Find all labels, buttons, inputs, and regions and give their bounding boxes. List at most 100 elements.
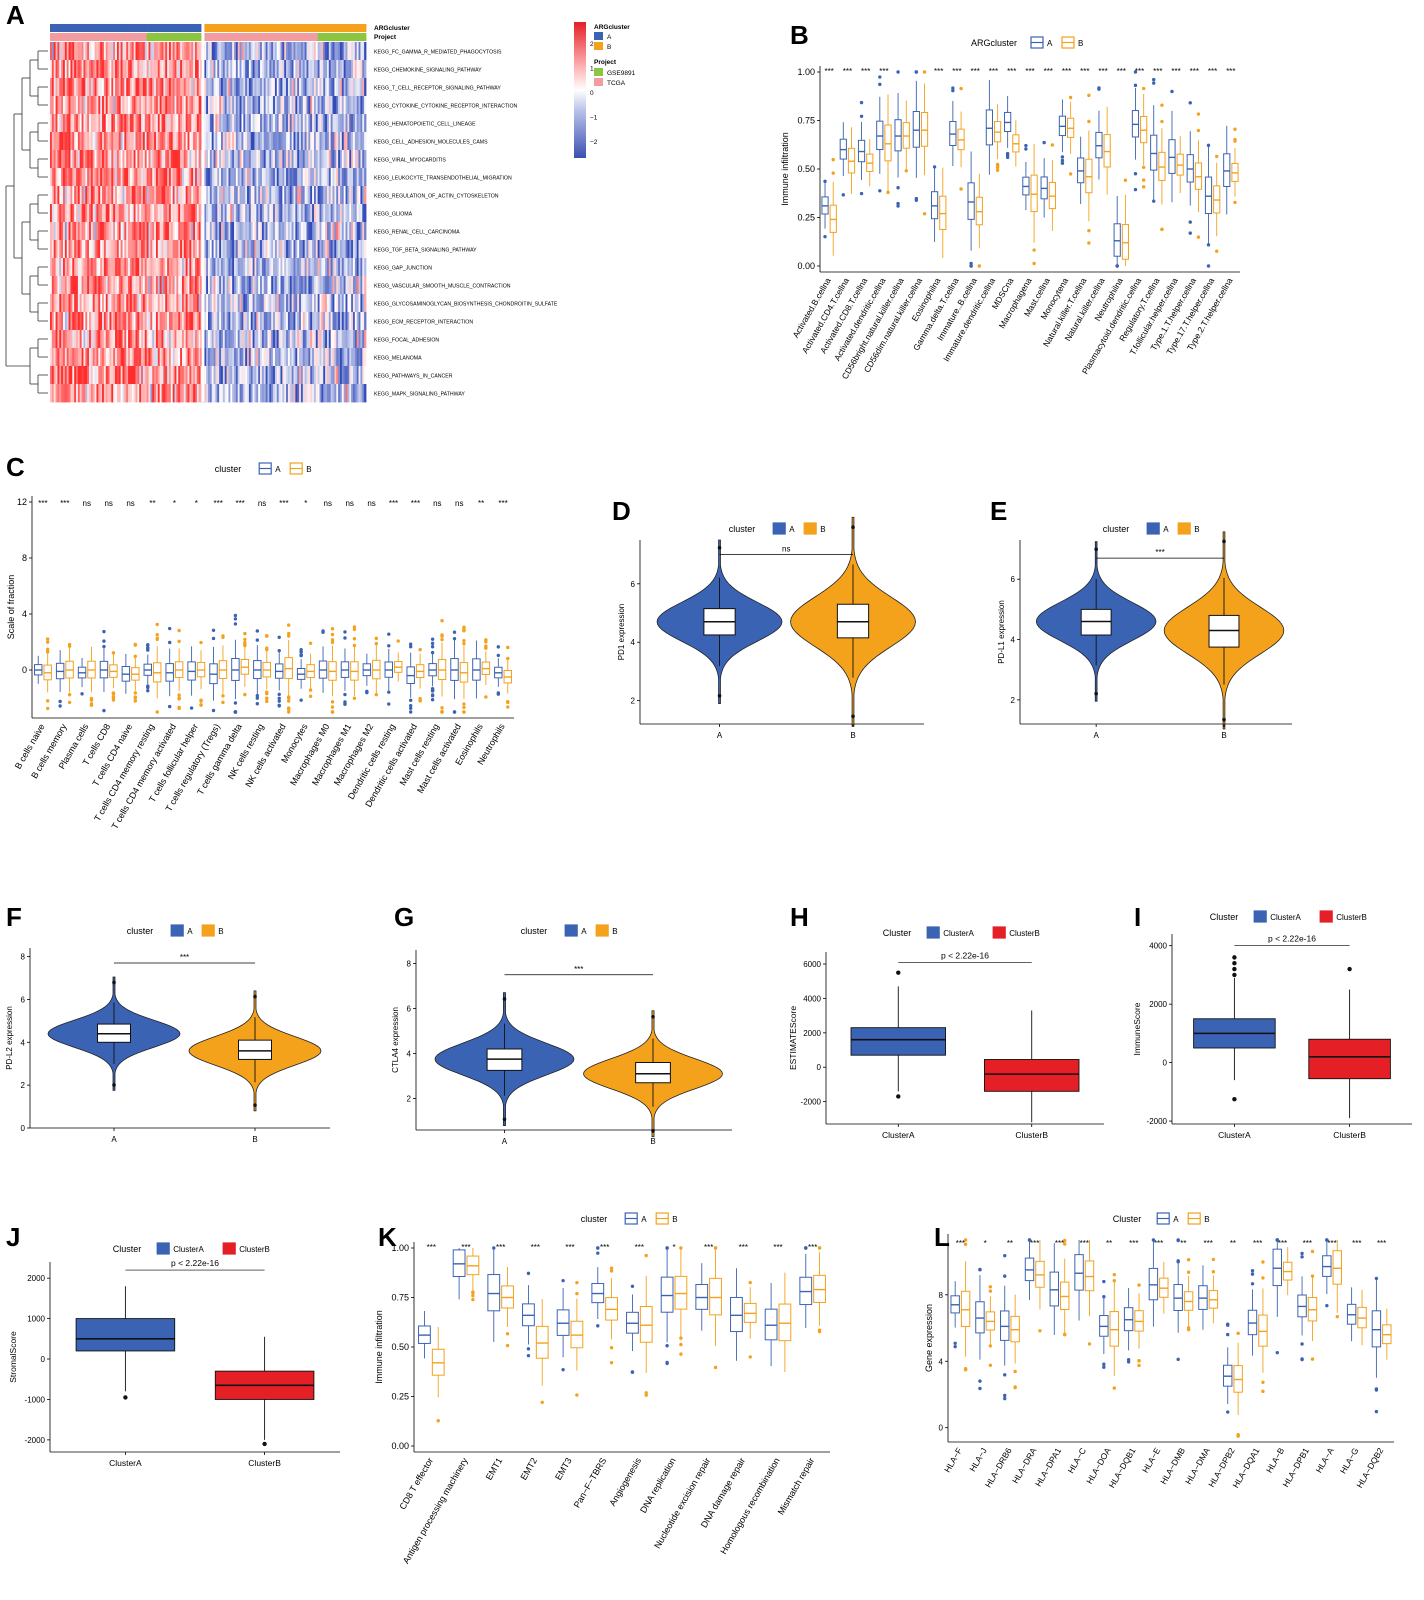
color-scale-tick: 2 (590, 41, 594, 48)
heatmap-cell (55, 348, 58, 367)
heatmap-cell (122, 60, 125, 79)
annotation-cell-argcluster (351, 24, 354, 32)
heatmap-cell (90, 78, 94, 97)
outlier-point (102, 629, 106, 634)
heatmap-cell (319, 204, 322, 223)
y-tick-label: 2 (631, 697, 636, 706)
heatmap-cell (146, 222, 149, 241)
heatmap-cell (115, 240, 118, 259)
heatmap-cell (161, 204, 164, 223)
legend-legend-label-clustera: ClusterA (1270, 913, 1301, 922)
heatmap-cell (291, 78, 294, 97)
heatmap-cell (254, 348, 257, 367)
heatmap-cell (295, 42, 298, 61)
outlier-point (1005, 155, 1010, 160)
annotation-cell-argcluster (319, 24, 322, 32)
heatmap-cell (152, 312, 155, 331)
heatmap-cell (250, 60, 254, 79)
annotation-cell-argcluster (325, 24, 328, 32)
heatmap-cell (226, 348, 229, 367)
heatmap-cell (362, 168, 365, 187)
heatmap-cell (239, 330, 242, 349)
heatmap-cell (228, 168, 231, 187)
heatmap-cell (92, 330, 96, 349)
heatmap-cell (278, 168, 281, 187)
outlier-point (277, 692, 281, 697)
heatmap-cell (187, 330, 190, 349)
heatmap-cell (142, 186, 146, 205)
heatmap-cell (76, 78, 79, 97)
heatmap-cell (338, 168, 341, 187)
annotation-cell-project (165, 33, 168, 41)
heatmap-cell (193, 186, 196, 205)
heatmap-cell (258, 168, 261, 187)
heatmap-cell (68, 348, 71, 367)
heatmap-cell (273, 132, 276, 151)
heatmap-cell (286, 348, 289, 367)
category-group (1223, 125, 1239, 215)
heatmap-cell (282, 168, 285, 187)
heatmap-cell (276, 330, 280, 349)
heatmap-cell (299, 204, 302, 223)
heatmap-cell (208, 132, 211, 151)
heatmap-cell (198, 240, 201, 259)
annotation-cell-project (332, 33, 335, 41)
heatmap-cell (85, 150, 88, 169)
heatmap-cell (287, 204, 291, 223)
heatmap-cell (204, 222, 207, 241)
heatmap-cell (263, 78, 267, 97)
legend-legend-label-a: A (581, 927, 587, 936)
heatmap-cell (193, 204, 196, 223)
heatmap-cell (98, 60, 101, 79)
heatmap-cell (360, 222, 363, 241)
heatmap-cell (187, 96, 190, 115)
heatmap-cell (196, 150, 200, 169)
heatmap-cell (278, 186, 281, 205)
heatmap-cell (92, 186, 96, 205)
significance-label: ** (478, 499, 484, 508)
heatmap-cell (243, 294, 246, 313)
heatmap-cell (178, 384, 181, 403)
heatmap-cell (334, 348, 337, 367)
heatmap-cell (128, 240, 131, 259)
heatmap-cell (280, 240, 283, 259)
outlier-point (45, 637, 50, 641)
heatmap-cell (89, 132, 92, 151)
heatmap-cell (154, 312, 157, 331)
annotation-cell-argcluster (287, 24, 291, 32)
heatmap-cell (128, 384, 131, 403)
annotation-cell-project (215, 33, 218, 41)
heatmap-cell (302, 150, 306, 169)
heatmap-cell (219, 60, 222, 79)
heatmap-cell (59, 150, 62, 169)
heatmap-cell (293, 42, 296, 61)
heatmap-cell (77, 348, 81, 367)
heatmap-cell (211, 348, 214, 367)
heatmap-cell (295, 186, 298, 205)
heatmap-cell (219, 348, 222, 367)
heatmap-cell (137, 258, 140, 277)
heatmap-cell (157, 204, 161, 223)
outlier-point (408, 710, 413, 714)
annotation-cell-argcluster (269, 24, 272, 32)
legend-argcluster-label-a: A (607, 34, 612, 41)
outlier-point (506, 700, 510, 705)
heatmap-cell (168, 60, 172, 79)
annotation-cell-argcluster (150, 24, 153, 32)
heatmap-cell (343, 78, 346, 97)
heatmap-cell (341, 204, 345, 223)
heatmap-cell (185, 240, 188, 259)
legend-project-key-tcga (594, 78, 603, 86)
heatmap-cell (317, 204, 320, 223)
annotation-cell-project (163, 33, 166, 41)
y-tick-label: 4 (21, 1038, 26, 1047)
heatmap-cell (269, 222, 272, 241)
heatmap-cell (142, 312, 146, 331)
outlier-point (859, 100, 864, 105)
outlier-point (430, 689, 435, 693)
heatmap-cell (102, 294, 105, 313)
heatmap-cell (81, 294, 84, 313)
heatmap-cell (55, 294, 58, 313)
heatmap-cell (256, 294, 259, 313)
heatmap-cell (332, 150, 335, 169)
